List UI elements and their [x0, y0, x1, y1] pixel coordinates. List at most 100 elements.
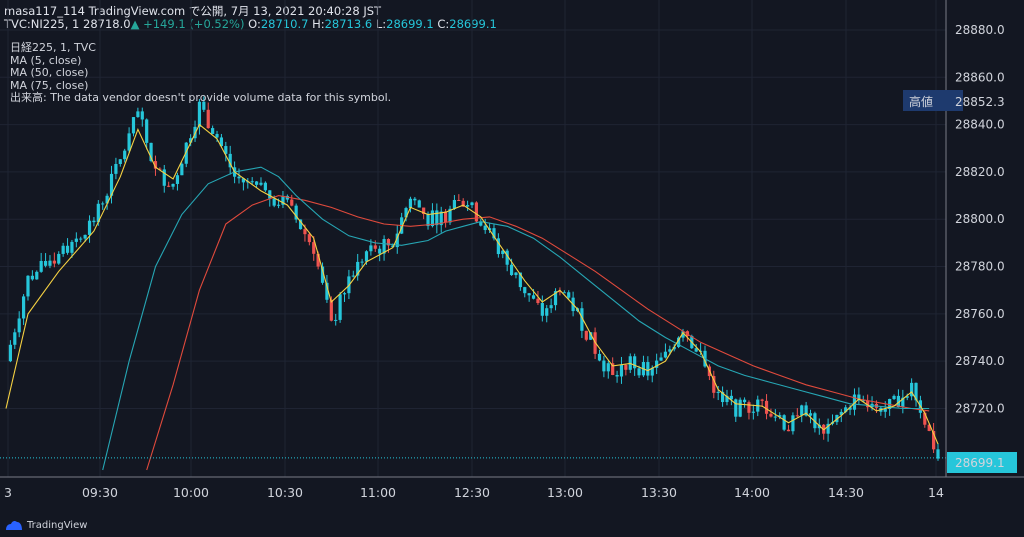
high-marker-value: 28852.3: [955, 95, 1005, 109]
candle-body: [883, 408, 887, 412]
candle-body: [136, 111, 140, 118]
candle-body: [79, 238, 83, 240]
candle-body: [518, 272, 522, 288]
candle-body: [364, 251, 369, 262]
footer-brand[interactable]: TradingView: [5, 519, 87, 531]
candle-body: [791, 415, 795, 432]
candle-body: [738, 399, 742, 417]
candle-body: [430, 210, 435, 227]
candle-body: [888, 398, 892, 409]
price-axis[interactable]: 28880.0 28860.0 28840.0 28820.0 28800.0 28780…: [955, 23, 1005, 415]
candle-body: [927, 424, 931, 431]
candle-body: [334, 319, 338, 321]
candle-body: [509, 264, 514, 276]
candle-body: [294, 205, 298, 220]
candle-body: [118, 159, 122, 164]
candle-body: [800, 405, 804, 416]
candle-body: [804, 405, 808, 416]
candle-body: [189, 138, 193, 143]
candle-body: [167, 185, 171, 187]
candle-body: [470, 202, 474, 206]
candle-body: [417, 200, 421, 208]
candle-body: [254, 181, 259, 185]
candle-body: [659, 357, 663, 361]
candle-body: [672, 346, 676, 350]
candle-body: [527, 293, 531, 296]
price-tick-label: 28880.0: [955, 23, 1005, 37]
candle-body: [624, 364, 628, 370]
last-price-marker-value: 28699.1: [955, 456, 1005, 470]
time-tick-label: 3: [4, 485, 12, 500]
candle-body: [747, 402, 751, 413]
candle-body: [413, 198, 417, 201]
candle-body: [338, 294, 342, 320]
candle-body: [773, 416, 777, 418]
time-axis[interactable]: 3 09:30 10:00 10:30 11:00 12:30 13:00 13:30 14:0…: [4, 485, 944, 500]
candle-body: [382, 239, 386, 254]
candle-body: [48, 260, 52, 266]
candle-body: [712, 376, 716, 393]
candle-body: [316, 253, 320, 267]
candle-body: [202, 101, 206, 110]
legend-ma75[interactable]: MA (75, close): [10, 78, 89, 92]
candle-body: [650, 367, 654, 376]
candle-body: [852, 394, 857, 410]
price-tick-label: 28760.0: [955, 307, 1005, 321]
candle-body: [61, 245, 65, 254]
candle-body: [43, 260, 48, 266]
candle-body: [162, 169, 166, 186]
candle-body: [729, 395, 733, 400]
legend-ma50[interactable]: MA (50, close): [10, 66, 89, 79]
candle-body: [663, 351, 668, 358]
candle-body: [817, 424, 821, 429]
candle-body: [549, 305, 553, 309]
candle-body: [360, 261, 364, 263]
time-tick-label: 11:00: [360, 485, 396, 500]
candle-body: [901, 397, 905, 408]
candle-body: [378, 248, 382, 254]
candle-body: [237, 176, 241, 179]
last-price-marker: 28699.1: [947, 452, 1017, 473]
candle-body: [602, 360, 606, 372]
last-price: 28718.0: [83, 17, 131, 31]
candle-body: [589, 332, 593, 340]
time-tick-label: 14:00: [734, 485, 770, 500]
candle-body: [356, 261, 360, 276]
candle-body: [373, 245, 377, 249]
candle-body: [795, 415, 799, 417]
candle-body: [857, 394, 861, 401]
candle-body: [325, 282, 329, 300]
candle-body: [285, 195, 289, 200]
candle-body: [646, 362, 650, 376]
candle-body: [545, 308, 549, 316]
candle-body: [668, 349, 672, 352]
candle-body: [452, 199, 457, 209]
candle-body: [439, 211, 443, 226]
candle-body: [268, 190, 272, 199]
candle-body: [611, 363, 615, 375]
high-marker-label: 高値: [909, 94, 933, 109]
price-tick-label: 28840.0: [955, 118, 1005, 132]
candle-body: [123, 150, 127, 160]
candle-body: [914, 382, 918, 401]
time-tick-label: 13:00: [547, 485, 583, 500]
candle-body: [567, 292, 571, 298]
candle-body: [501, 250, 505, 255]
candle-body: [307, 234, 311, 243]
candle-body: [448, 208, 452, 223]
candle-body: [290, 199, 294, 206]
candle-body: [725, 395, 729, 403]
candle-body: [553, 291, 558, 306]
candle-body: [734, 399, 738, 417]
candle-body: [30, 275, 34, 280]
candle-body: [496, 238, 500, 255]
candle-body: [540, 303, 544, 316]
legend-symbol[interactable]: 日経225, 1, TVC: [10, 41, 96, 54]
legend-ma5[interactable]: MA (5, close): [10, 53, 82, 67]
candle-body: [558, 291, 562, 293]
candle-body: [175, 175, 180, 184]
legend-volume[interactable]: 出来高: The data vendor doesn't provide vol…: [10, 91, 392, 104]
candle-body: [342, 293, 347, 295]
